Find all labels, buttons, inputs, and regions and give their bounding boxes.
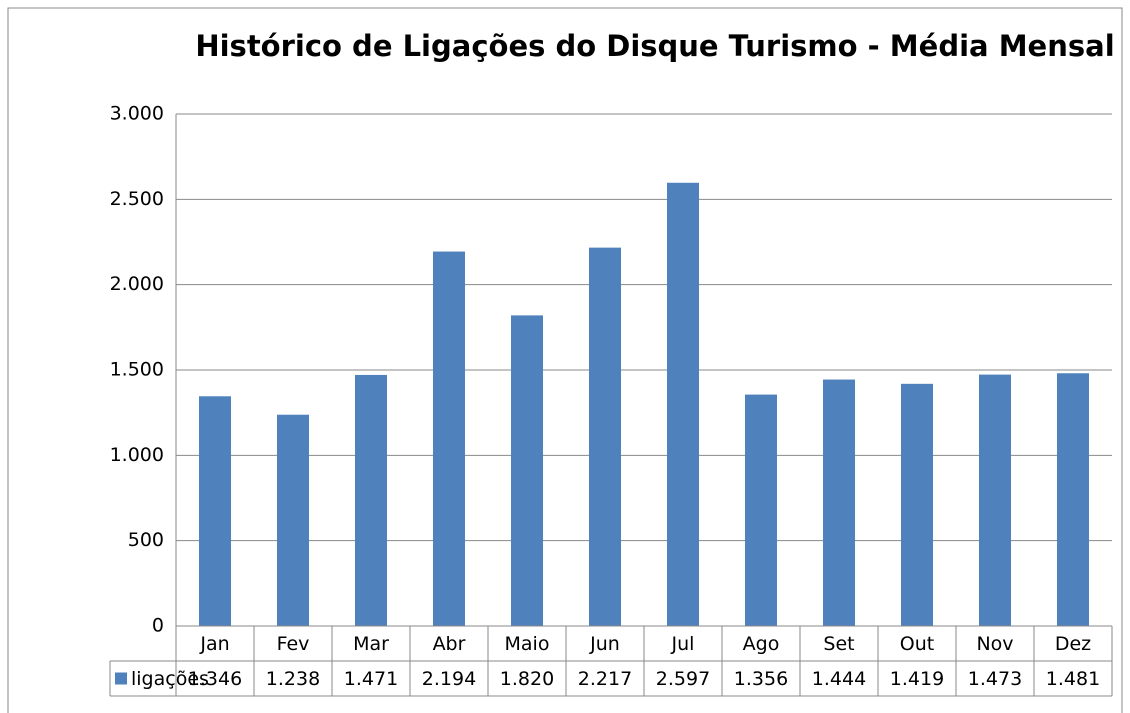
data-table-value: 2.194 <box>422 668 476 690</box>
legend-label: ligações <box>131 668 209 690</box>
x-tick-label: Mar <box>353 633 389 655</box>
x-tick-label: Abr <box>433 633 466 655</box>
x-tick-label: Jul <box>671 633 695 655</box>
chart-title: Histórico de Ligações do Disque Turismo … <box>195 29 1114 63</box>
bar <box>511 315 543 626</box>
bar <box>355 374 387 626</box>
y-tick-label: 1.500 <box>110 359 164 381</box>
y-tick-label: 3.000 <box>110 103 164 125</box>
data-table-value: 2.217 <box>578 668 632 690</box>
data-table-value: 1.444 <box>812 668 866 690</box>
chart-border <box>7 7 1123 713</box>
data-table-value: 1.481 <box>1046 668 1100 690</box>
y-tick-label: 2.000 <box>110 273 164 295</box>
data-table-value: 1.346 <box>188 668 242 690</box>
data-table-value: 1.419 <box>890 668 944 690</box>
x-tick-label: Set <box>823 633 854 655</box>
bar <box>823 379 855 626</box>
bar <box>979 374 1011 626</box>
bar <box>589 247 621 626</box>
bar <box>667 182 699 626</box>
data-table-value: 1.473 <box>968 668 1022 690</box>
x-tick-label: Maio <box>505 633 550 655</box>
x-tick-label: Fev <box>277 633 310 655</box>
y-tick-label: 0 <box>152 615 164 637</box>
data-table-value: 1.471 <box>344 668 398 690</box>
bar <box>901 383 933 626</box>
bar <box>745 394 777 626</box>
data-table-value: 1.356 <box>734 668 788 690</box>
y-tick-label: 2.500 <box>110 188 164 210</box>
x-tick-label: Ago <box>743 633 780 655</box>
bar <box>199 396 231 626</box>
data-table-value: 1.238 <box>266 668 320 690</box>
y-tick-label: 1.000 <box>110 444 164 466</box>
data-table-value: 1.820 <box>500 668 554 690</box>
bar <box>277 414 309 626</box>
x-tick-label: Jun <box>589 633 620 655</box>
data-table-value: 2.597 <box>656 668 710 690</box>
bar <box>433 251 465 627</box>
y-tick-label: 500 <box>128 529 164 551</box>
x-tick-label: Nov <box>976 633 1013 655</box>
legend-swatch <box>115 672 127 685</box>
bar <box>1057 373 1089 626</box>
x-tick-label: Jan <box>199 633 229 655</box>
x-tick-label: Out <box>900 633 934 655</box>
x-tick-label: Dez <box>1055 633 1091 655</box>
